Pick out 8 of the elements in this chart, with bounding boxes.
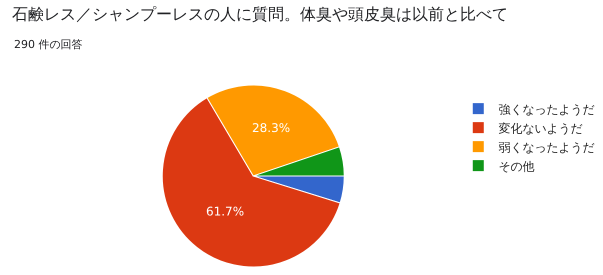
text: 290 件の回答 <box>14 38 82 51</box>
data-label: 61.7% <box>206 204 244 219</box>
chart-title: 石鹸レス／シャンプーレスの人に質問。体臭や頭皮臭は以前と比べて <box>12 4 508 24</box>
legend-label: 弱くなったようだ <box>498 140 594 154</box>
legend-label: 強くなったようだ <box>498 102 594 116</box>
data-label: 28.3% <box>252 120 290 135</box>
legend-label: 変化ないようだ <box>498 121 582 136</box>
legend-label: その他 <box>498 159 534 174</box>
